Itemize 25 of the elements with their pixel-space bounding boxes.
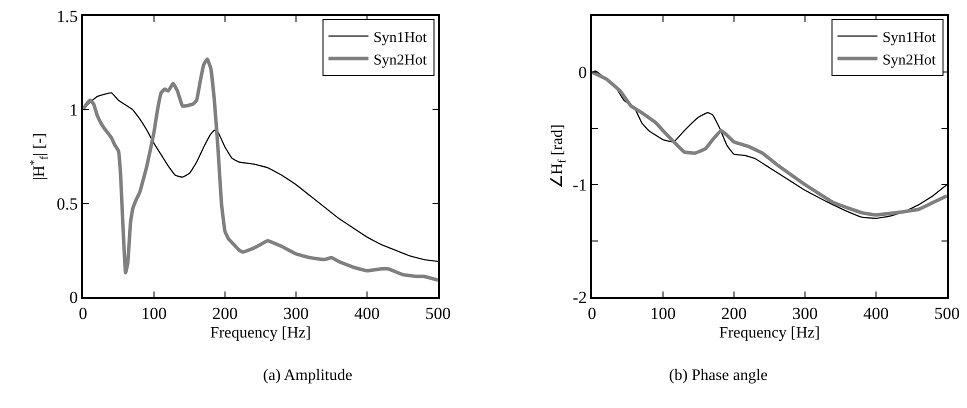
- x-tick-label: 200: [212, 304, 238, 324]
- x-tick-label: 300: [792, 304, 818, 324]
- x-tick-label: 500: [425, 304, 451, 324]
- legend-label: Syn2Hot: [373, 52, 428, 68]
- legend-label: Syn2Hot: [882, 52, 937, 68]
- y-tick-label: -1: [572, 176, 587, 195]
- legend-label: Syn1Hot: [373, 30, 428, 46]
- x-tick-label: 100: [141, 304, 167, 324]
- y-tick-label: 0.5: [56, 194, 78, 214]
- x-tick-label: 300: [283, 304, 309, 324]
- x-tick-label: 100: [650, 304, 676, 324]
- y-tick-label: 1.5: [56, 6, 78, 26]
- text: (b) Phase angle: [669, 367, 768, 384]
- x-axis-title: Frequency [Hz]: [719, 324, 820, 342]
- y-tick-label: 0: [578, 63, 587, 82]
- x-tick-label: 200: [721, 304, 747, 324]
- y-tick-label: -2: [572, 288, 587, 307]
- text: (a) Amplitude: [263, 367, 352, 384]
- x-tick-label: 400: [354, 304, 380, 324]
- x-tick-label: 400: [863, 304, 889, 324]
- x-tick-label: 500: [934, 304, 960, 324]
- y-tick-label: 0: [69, 288, 78, 307]
- y-tick-label: 1: [69, 100, 78, 120]
- x-axis-title: Frequency [Hz]: [210, 324, 311, 342]
- legend-label: Syn1Hot: [882, 30, 937, 46]
